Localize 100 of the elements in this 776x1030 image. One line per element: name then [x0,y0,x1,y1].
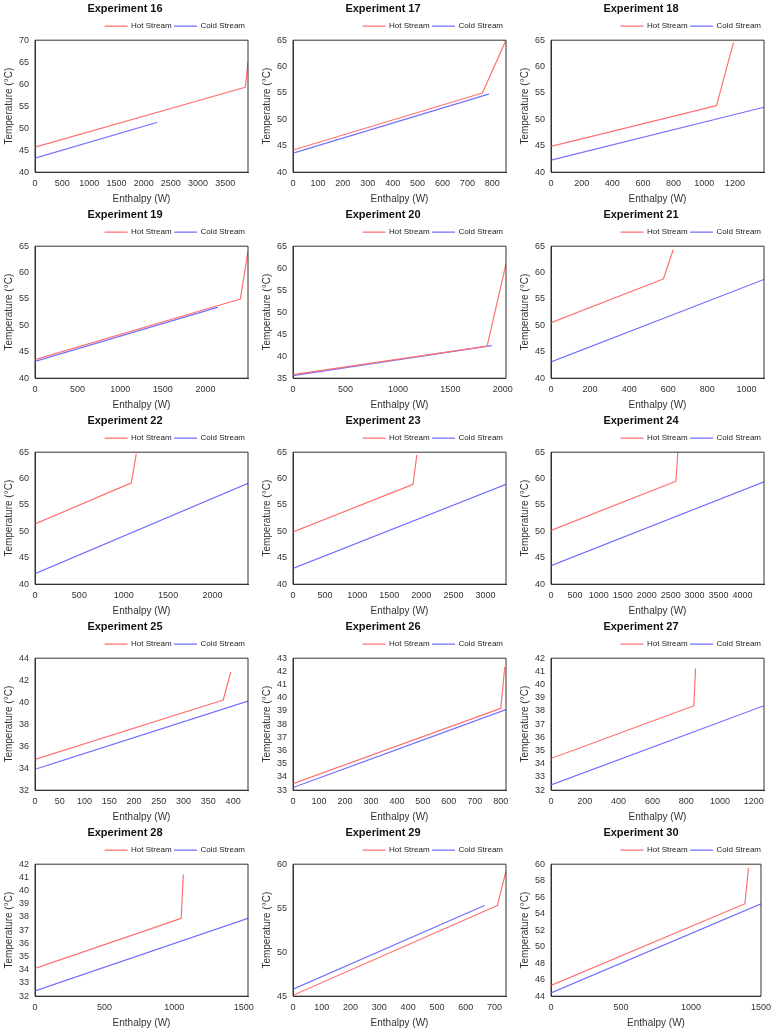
y-tick-label: 44 [19,652,30,663]
y-tick-label: 35 [535,745,546,756]
x-axis-title: Enthalpy (W) [370,1016,429,1028]
legend-label: Hot Stream [389,845,430,855]
x-tick-label: 400 [400,1002,416,1013]
x-tick-label: 400 [385,178,401,189]
x-tick-label: 700 [486,1002,502,1013]
y-tick-label: 32 [19,784,30,795]
y-tick-label: 55 [277,87,288,98]
y-tick-label: 40 [19,166,30,177]
x-axis-title: Enthalpy (W) [370,810,429,822]
y-tick-label: 60 [535,61,546,72]
y-tick-label: 35 [277,372,288,383]
chart-title: Experiment 28 [87,825,163,838]
x-axis-title: Enthalpy (W) [628,810,687,822]
y-tick-label: 50 [535,319,546,330]
y-axis-title: Temperature (°C) [518,67,530,145]
y-tick-label: 40 [19,885,30,896]
x-axis-title: Enthalpy (W) [112,810,171,822]
y-tick-label: 42 [19,858,30,869]
legend-label: Hot Stream [647,845,688,855]
x-tick-label: 800 [666,178,682,189]
y-tick-label: 55 [535,499,546,510]
y-tick-label: 50 [535,113,546,124]
chart-title: Experiment 24 [603,413,680,426]
y-tick-label: 36 [19,937,30,948]
x-axis-title: Enthalpy (W) [370,398,429,410]
y-tick-label: 38 [535,705,546,716]
y-tick-label: 60 [19,267,30,278]
x-tick-label: 3500 [215,178,236,189]
legend-label: Cold Stream [200,639,246,649]
y-axis-title: Temperature (°C) [518,685,530,763]
x-tick-label: 200 [126,796,142,807]
y-tick-label: 70 [19,34,30,45]
x-tick-label: 700 [467,796,483,807]
y-tick-label: 50 [535,525,546,536]
legend-label: Cold Stream [458,21,504,31]
y-axis-title: Temperature (°C) [260,685,272,763]
y-tick-label: 55 [19,499,30,510]
y-tick-label: 34 [19,762,30,773]
y-axis-title: Temperature (°C) [260,273,272,351]
y-tick-label: 60 [277,262,288,273]
chart-title: Experiment 21 [603,207,679,220]
y-tick-label: 55 [535,293,546,304]
y-tick-label: 38 [277,718,288,729]
x-tick-label: 0 [548,796,554,807]
x-tick-label: 800 [484,178,500,189]
y-tick-label: 50 [277,113,288,124]
x-tick-label: 500 [337,384,353,395]
y-tick-label: 40 [535,578,546,589]
x-tick-label: 500 [415,796,431,807]
y-tick-label: 65 [277,240,288,251]
legend-label: Cold Stream [716,845,762,855]
x-tick-label: 1000 [113,590,134,601]
chart-title: Experiment 29 [345,825,421,838]
y-tick-label: 55 [277,902,288,913]
x-tick-label: 1200 [743,796,764,807]
x-tick-label: 500 [613,1002,629,1013]
legend-label: Hot Stream [131,845,172,855]
y-tick-label: 56 [535,891,546,902]
x-axis-title: Enthalpy (W) [370,604,429,616]
legend-label: Cold Stream [458,433,504,443]
y-tick-label: 65 [19,56,30,67]
y-tick-label: 39 [535,692,546,703]
x-tick-label: 0 [290,590,296,601]
y-tick-label: 39 [19,898,30,909]
x-tick-label: 0 [548,1002,554,1013]
x-tick-label: 2500 [660,590,681,601]
x-tick-label: 2500 [443,590,464,601]
y-tick-label: 40 [19,696,30,707]
x-tick-label: 0 [548,590,554,601]
y-tick-label: 43 [277,652,288,663]
y-tick-label: 37 [19,924,30,935]
y-tick-label: 40 [277,166,288,177]
y-tick-label: 52 [535,924,546,935]
y-tick-label: 42 [277,665,288,676]
legend-label: Hot Stream [647,227,688,237]
y-tick-label: 58 [535,875,546,886]
x-tick-label: 0 [32,1002,38,1013]
y-tick-label: 45 [19,346,30,357]
y-tick-label: 42 [19,674,30,685]
x-tick-label: 300 [363,796,379,807]
y-tick-label: 60 [277,858,288,869]
legend-label: Hot Stream [131,227,172,237]
y-tick-label: 45 [277,552,288,563]
x-tick-label: 0 [32,384,38,395]
x-tick-label: 1000 [680,1002,702,1013]
x-tick-label: 1000 [110,384,131,395]
legend-label: Cold Stream [458,639,504,649]
y-tick-label: 45 [535,140,546,151]
y-tick-label: 42 [535,652,546,663]
x-tick-label: 100 [314,1002,330,1013]
y-tick-label: 50 [535,941,546,952]
y-tick-label: 46 [535,974,546,985]
x-axis-title: Enthalpy (W) [112,604,171,616]
x-tick-label: 500 [429,1002,445,1013]
x-tick-label: 1200 [724,178,745,189]
x-tick-label: 600 [635,178,651,189]
x-tick-label: 300 [371,1002,387,1013]
y-tick-label: 60 [277,61,288,72]
